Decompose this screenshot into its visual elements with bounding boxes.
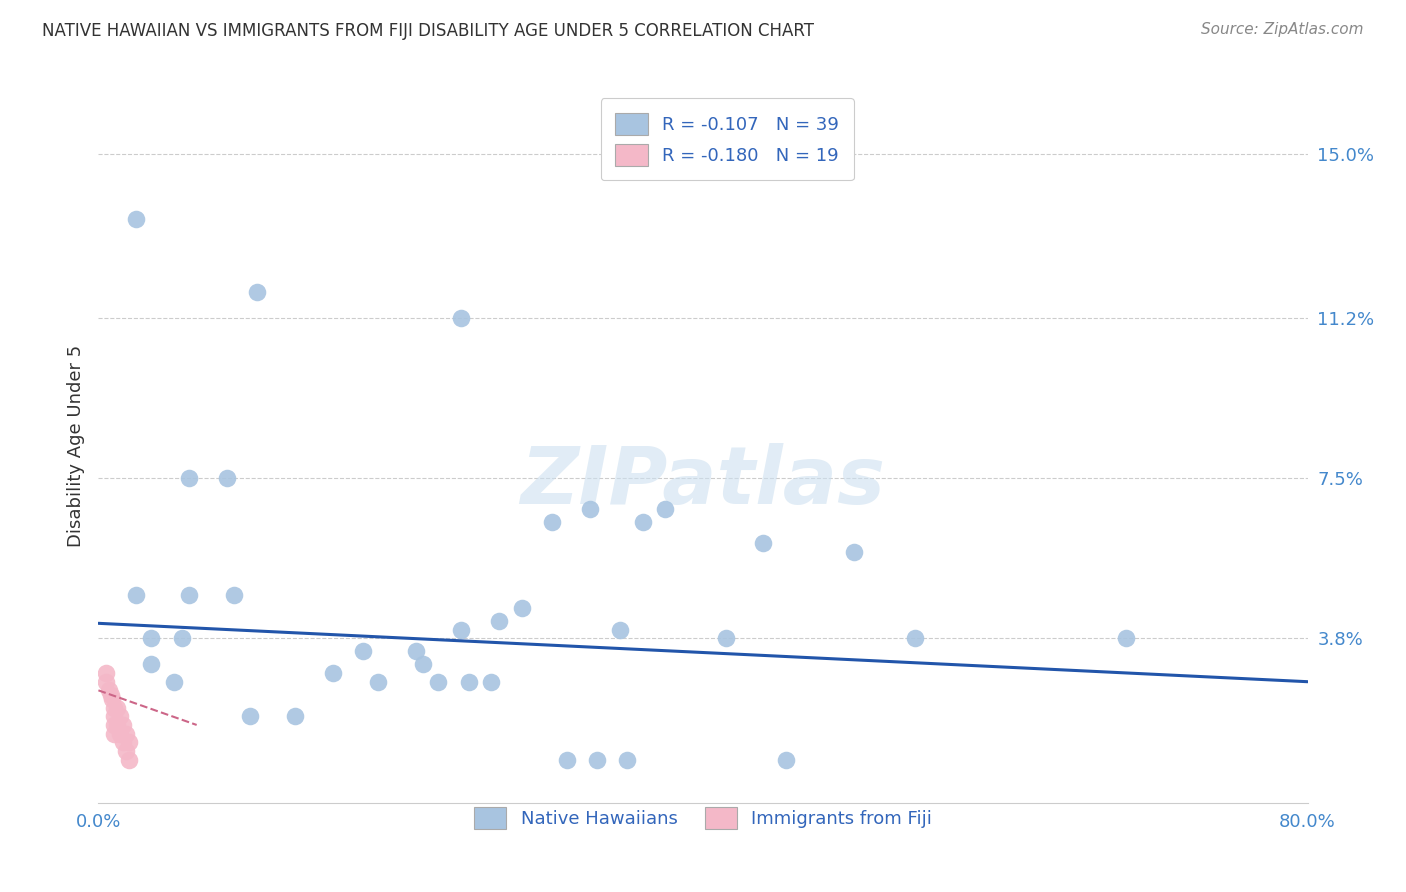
Point xyxy=(488,614,510,628)
Point xyxy=(141,632,163,646)
Y-axis label: Disability Age Under 5: Disability Age Under 5 xyxy=(66,345,84,547)
Point xyxy=(114,726,136,740)
Point xyxy=(179,471,201,485)
Point xyxy=(105,718,128,732)
Point xyxy=(179,588,201,602)
Point xyxy=(170,632,193,646)
Point xyxy=(844,545,866,559)
Point xyxy=(540,515,562,529)
Point xyxy=(450,623,472,637)
Point xyxy=(125,588,148,602)
Point xyxy=(609,623,631,637)
Point xyxy=(94,674,117,689)
Point xyxy=(450,311,472,326)
Point xyxy=(114,744,136,758)
Text: NATIVE HAWAIIAN VS IMMIGRANTS FROM FIJI DISABILITY AGE UNDER 5 CORRELATION CHART: NATIVE HAWAIIAN VS IMMIGRANTS FROM FIJI … xyxy=(42,22,814,40)
Point xyxy=(412,657,434,672)
Point xyxy=(904,632,927,646)
Point xyxy=(578,501,600,516)
Point xyxy=(141,657,163,672)
Point xyxy=(163,674,186,689)
Point xyxy=(481,674,503,689)
Point xyxy=(322,666,344,681)
Point xyxy=(103,726,125,740)
Point xyxy=(1115,632,1137,646)
Point xyxy=(427,674,450,689)
Point xyxy=(103,700,125,714)
Point xyxy=(125,211,148,226)
Point xyxy=(108,726,131,740)
Point xyxy=(101,692,124,706)
Point xyxy=(239,709,262,723)
Point xyxy=(108,709,131,723)
Point xyxy=(105,700,128,714)
Point xyxy=(100,688,122,702)
Point xyxy=(616,753,638,767)
Point xyxy=(98,683,121,698)
Point xyxy=(246,285,269,300)
Text: ZIPatlas: ZIPatlas xyxy=(520,442,886,521)
Point xyxy=(111,718,134,732)
Point xyxy=(405,644,427,658)
Point xyxy=(631,515,654,529)
Point xyxy=(775,753,797,767)
Point xyxy=(457,674,479,689)
Legend: Native Hawaiians, Immigrants from Fiji: Native Hawaiians, Immigrants from Fiji xyxy=(460,793,946,844)
Point xyxy=(224,588,246,602)
Point xyxy=(215,471,238,485)
Point xyxy=(555,753,578,767)
Point xyxy=(510,601,533,615)
Text: Source: ZipAtlas.com: Source: ZipAtlas.com xyxy=(1201,22,1364,37)
Point xyxy=(352,644,374,658)
Point xyxy=(103,718,125,732)
Point xyxy=(111,735,134,749)
Point xyxy=(94,666,117,681)
Point xyxy=(118,735,141,749)
Point xyxy=(586,753,609,767)
Point xyxy=(714,632,737,646)
Point xyxy=(752,536,775,550)
Point xyxy=(284,709,307,723)
Point xyxy=(367,674,389,689)
Point xyxy=(654,501,676,516)
Point xyxy=(118,753,141,767)
Point xyxy=(103,709,125,723)
